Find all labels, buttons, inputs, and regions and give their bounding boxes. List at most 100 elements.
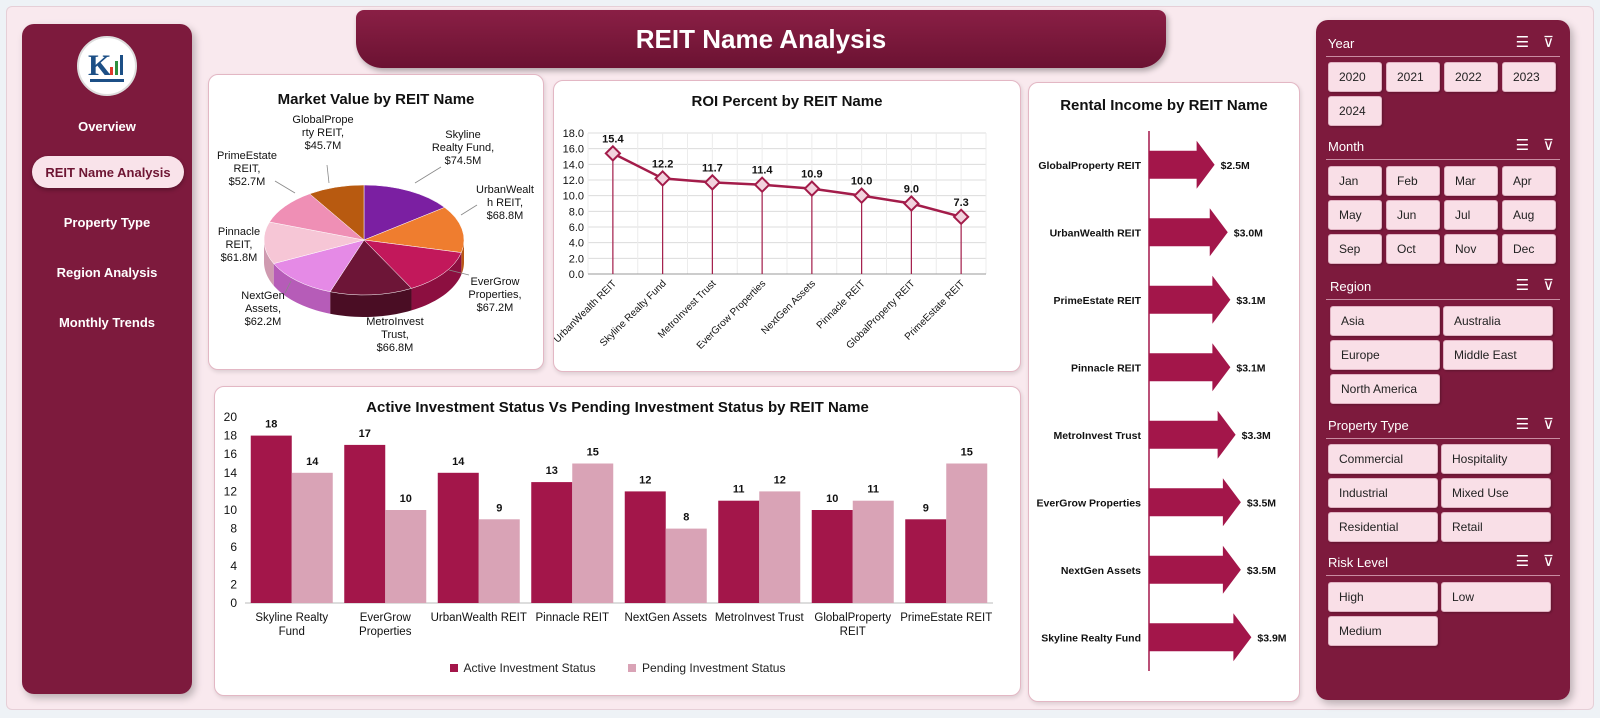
clear-filter-icon[interactable]: ⊽ <box>1543 553 1554 570</box>
clear-filter-icon[interactable]: ⊽ <box>1543 416 1554 433</box>
month-oct-chip[interactable]: Oct <box>1386 234 1440 264</box>
multi-select-icon[interactable]: ☰ <box>1515 137 1530 154</box>
nav-property-type[interactable]: Property Type <box>63 214 151 230</box>
clear-filter-icon[interactable]: ⊽ <box>1543 34 1554 51</box>
bar-active-investment-status-primeestate-reit[interactable] <box>905 519 947 603</box>
rental-arrow-globalproperty-reit[interactable] <box>1149 140 1215 189</box>
rental-arrow-metroinvest-trust[interactable] <box>1149 410 1236 459</box>
month-filter-tools: ☰ ⊽ <box>1516 136 1554 154</box>
pie-data-label: $45.7M <box>305 140 342 152</box>
property-industrial-chip[interactable]: Industrial <box>1328 478 1438 508</box>
region-middle-east-chip[interactable]: Middle East <box>1443 340 1553 370</box>
rental-arrow-urbanwealth-reit[interactable] <box>1149 208 1228 257</box>
pie-slice-globalproperty-reit[interactable] <box>309 184 365 241</box>
multi-select-icon[interactable]: ☰ <box>1515 34 1530 51</box>
y-tick-label: 18 <box>224 429 238 443</box>
risk-low-chip[interactable]: Low <box>1441 582 1551 612</box>
roi-point-evergrow-properties[interactable] <box>753 176 771 194</box>
year-2021-chip[interactable]: 2021 <box>1386 62 1440 92</box>
rental-arrow-nextgen-assets[interactable] <box>1149 545 1241 594</box>
month-jul-chip[interactable]: Jul <box>1444 200 1498 230</box>
roi-data-label: 11.4 <box>752 165 774 177</box>
bar-pending-investment-status-globalproperty-reit[interactable] <box>852 500 894 603</box>
rental-arrow-skyline-realty-fund[interactable] <box>1149 613 1252 662</box>
rental-arrow-evergrow-properties[interactable] <box>1149 478 1241 527</box>
month-jan-chip[interactable]: Jan <box>1328 166 1382 196</box>
risk-medium-chip[interactable]: Medium <box>1328 616 1438 646</box>
roi-point-nextgen-assets[interactable] <box>803 180 821 198</box>
y-tick-label: 8.0 <box>569 206 584 218</box>
nav-reit-name-analysis[interactable]: REIT Name Analysis <box>32 156 184 188</box>
region-australia-chip[interactable]: Australia <box>1443 306 1553 336</box>
property-retail-chip[interactable]: Retail <box>1441 512 1551 542</box>
pie-slice-nextgen-assets[interactable] <box>273 239 365 293</box>
month-may-chip[interactable]: May <box>1328 200 1382 230</box>
property-residential-chip[interactable]: Residential <box>1328 512 1438 542</box>
bar-pending-investment-status-primeestate-reit[interactable] <box>946 463 988 604</box>
month-feb-chip[interactable]: Feb <box>1386 166 1440 196</box>
risk-high-chip[interactable]: High <box>1328 582 1438 612</box>
bar-active-investment-status-skyline-realty-fund[interactable] <box>250 435 292 603</box>
bar-active-investment-status-pinnacle-reit[interactable] <box>531 482 573 603</box>
region-europe-chip[interactable]: Europe <box>1330 340 1440 370</box>
pie-slice-urbanwealth-reit[interactable] <box>363 207 465 253</box>
property-mixed-use-chip[interactable]: Mixed Use <box>1441 478 1551 508</box>
rental-arrow-primeestate-reit[interactable] <box>1149 275 1231 324</box>
category-label: UrbanWealth REIT <box>1050 227 1142 239</box>
bar-active-investment-status-metroinvest-trust[interactable] <box>718 500 760 603</box>
month-jun-chip[interactable]: Jun <box>1386 200 1440 230</box>
year-2020-chip[interactable]: 2020 <box>1328 62 1382 92</box>
bar-active-investment-status-nextgen-assets[interactable] <box>624 491 666 603</box>
year-2024-chip[interactable]: 2024 <box>1328 96 1382 126</box>
bar-pending-investment-status-skyline-realty-fund[interactable] <box>291 472 333 603</box>
nav-monthly-trends[interactable]: Monthly Trends <box>58 314 156 330</box>
bar-pending-investment-status-pinnacle-reit[interactable] <box>572 463 614 604</box>
nav-region-analysis[interactable]: Region Analysis <box>56 264 158 280</box>
month-nov-chip[interactable]: Nov <box>1444 234 1498 264</box>
month-apr-chip[interactable]: Apr <box>1502 166 1556 196</box>
roi-point-primeestate-reit[interactable] <box>952 208 970 226</box>
nav-overview[interactable]: Overview <box>78 118 136 134</box>
bar-pending-investment-status-metroinvest-trust[interactable] <box>759 491 801 603</box>
clear-filter-icon[interactable]: ⊽ <box>1543 277 1554 294</box>
pie-slice-pinnacle-reit[interactable] <box>263 221 365 264</box>
month-dec-chip[interactable]: Dec <box>1502 234 1556 264</box>
x-tick-label: UrbanWealth REIT <box>431 612 527 624</box>
y-tick-label: 12.0 <box>563 175 584 187</box>
month-aug-chip[interactable]: Aug <box>1502 200 1556 230</box>
rental-arrow-pinnacle-reit[interactable] <box>1149 343 1231 392</box>
bar-data-label: 15 <box>587 447 599 459</box>
month-sep-chip[interactable]: Sep <box>1328 234 1382 264</box>
market-value-card: Market Value by REIT Name Skyline Realty … <box>208 74 544 370</box>
pie-slice-evergrow-properties[interactable] <box>363 239 462 289</box>
bar-active-investment-status-globalproperty-reit[interactable] <box>811 510 853 603</box>
roi-card: ROI Percent by REIT Name 0.0 2.0 4.0 6.0 8.0… <box>553 80 1021 372</box>
roi-point-urbanwealth-reit[interactable] <box>604 144 622 162</box>
property-commercial-chip[interactable]: Commercial <box>1328 444 1438 474</box>
bar-pending-investment-status-evergrow-properties[interactable] <box>385 510 427 603</box>
month-mar-chip[interactable]: Mar <box>1444 166 1498 196</box>
multi-select-icon[interactable]: ☰ <box>1515 277 1530 294</box>
year-2022-chip[interactable]: 2022 <box>1444 62 1498 92</box>
bar-data-label: 14 <box>306 456 319 468</box>
roi-point-globalproperty-reit[interactable] <box>902 195 920 212</box>
pie-slice-metroinvest-trust[interactable] <box>329 239 412 296</box>
bar-pending-investment-status-urbanwealth-reit[interactable] <box>478 519 520 603</box>
roi-point-pinnacle-reit[interactable] <box>853 187 871 205</box>
property-hospitality-chip[interactable]: Hospitality <box>1441 444 1551 474</box>
bar-active-investment-status-urbanwealth-reit[interactable] <box>437 472 479 603</box>
multi-select-icon[interactable]: ☰ <box>1515 553 1530 570</box>
clear-filter-icon[interactable]: ⊽ <box>1543 137 1554 154</box>
pie-data-label: $62.2M <box>245 316 282 328</box>
logo-mark-icon: K <box>88 49 124 82</box>
pie-slice-skyline-realty-fund[interactable] <box>363 184 446 241</box>
roi-line-chart: 0.02.04.06.08.010.012.014.016.018.0 15.4U… <box>554 128 987 352</box>
roi-point-skyline-realty-fund[interactable] <box>654 169 672 187</box>
region-north-america-chip[interactable]: North America <box>1330 374 1440 404</box>
multi-select-icon[interactable]: ☰ <box>1515 416 1530 433</box>
bar-active-investment-status-evergrow-properties[interactable] <box>344 444 386 603</box>
roi-point-metroinvest-trust[interactable] <box>703 173 721 191</box>
bar-pending-investment-status-nextgen-assets[interactable] <box>665 528 707 603</box>
region-asia-chip[interactable]: Asia <box>1330 306 1440 336</box>
year-2023-chip[interactable]: 2023 <box>1502 62 1556 92</box>
